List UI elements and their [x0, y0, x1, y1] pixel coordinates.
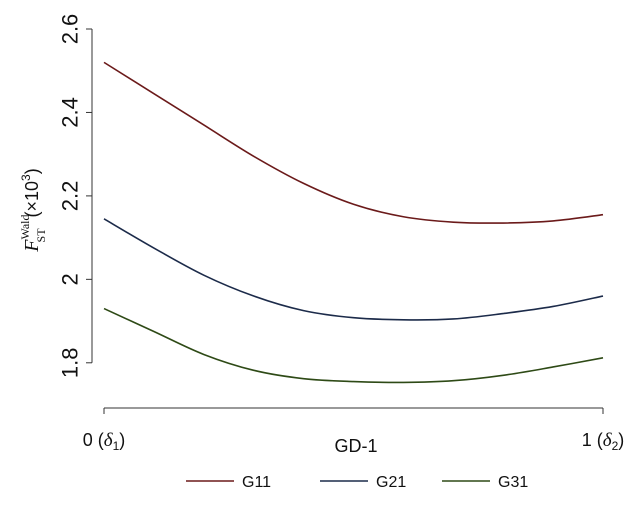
legend-label-g21: G21 — [376, 474, 406, 491]
y-axis-label: FWald ST (×103) — [18, 168, 48, 252]
legend: G11 G21 G31 — [186, 474, 528, 491]
y-tick-label: 2.4 — [58, 97, 83, 128]
y-tick-label: 2 — [58, 273, 83, 285]
legend-label-g11: G11 — [242, 474, 271, 491]
series-line-g11 — [103, 61, 604, 224]
legend-label-g31: G31 — [498, 474, 528, 491]
y-tick-label: 2.2 — [58, 181, 83, 212]
x-tick-label: 0 (δ1) — [83, 430, 126, 453]
x-tick-label: 1 (δ2) — [582, 430, 625, 453]
y-tick-label: 1.8 — [58, 347, 83, 378]
series-lines — [103, 61, 604, 384]
series-line-g31 — [103, 307, 604, 384]
axes: 1.8 2 2.2 2.4 2.6 0 (δ1) 1 (δ2) GD-1 FWald ST (×1… — [18, 14, 624, 456]
y-tick-label: 2.6 — [58, 14, 83, 45]
x-axis-label: GD-1 — [334, 436, 377, 456]
series-line-g21 — [103, 218, 604, 321]
